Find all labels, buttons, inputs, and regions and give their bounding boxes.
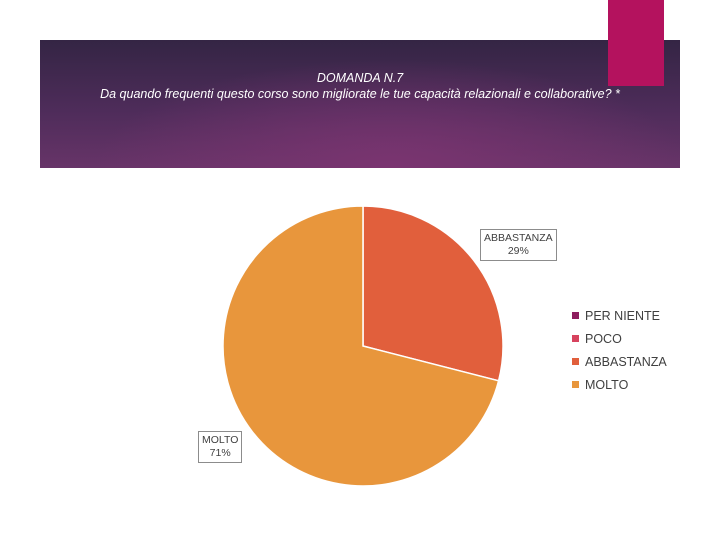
pie-slice-molto — [222, 205, 500, 487]
chart-title: DOMANDA N.7 Da quando frequenti questo c… — [40, 70, 680, 102]
data-label-abbastanza: ABBASTANZA 29% — [480, 229, 557, 261]
legend-swatch — [572, 358, 579, 365]
data-label-abbastanza-value: 29% — [507, 245, 529, 257]
legend-item-abbastanza: ABBASTANZA — [572, 350, 667, 373]
chart-legend: PER NIENTE POCO ABBASTANZA MOLTO — [572, 304, 667, 396]
legend-item-per-niente: PER NIENTE — [572, 304, 667, 327]
legend-label: POCO — [585, 331, 622, 346]
pie-slice-abbastanza — [362, 205, 504, 382]
data-label-abbastanza-category: ABBASTANZA — [484, 232, 553, 244]
data-label-molto-category: MOLTO — [202, 434, 239, 446]
legend-swatch — [572, 312, 579, 319]
legend-item-molto: MOLTO — [572, 373, 667, 396]
data-label-molto: MOLTO 71% — [198, 431, 243, 463]
title-banner — [40, 40, 680, 168]
chart-title-line-2: Da quando frequenti questo corso sono mi… — [100, 87, 620, 101]
legend-label: ABBASTANZA — [585, 354, 667, 369]
accent-bar — [608, 0, 664, 86]
legend-item-poco: POCO — [572, 327, 667, 350]
data-label-molto-value: 71% — [209, 447, 231, 459]
legend-label: PER NIENTE — [585, 308, 661, 323]
legend-swatch — [572, 381, 579, 388]
chart-title-line-1: DOMANDA N.7 — [316, 71, 404, 85]
legend-label: MOLTO — [585, 377, 629, 392]
legend-swatch — [572, 335, 579, 342]
